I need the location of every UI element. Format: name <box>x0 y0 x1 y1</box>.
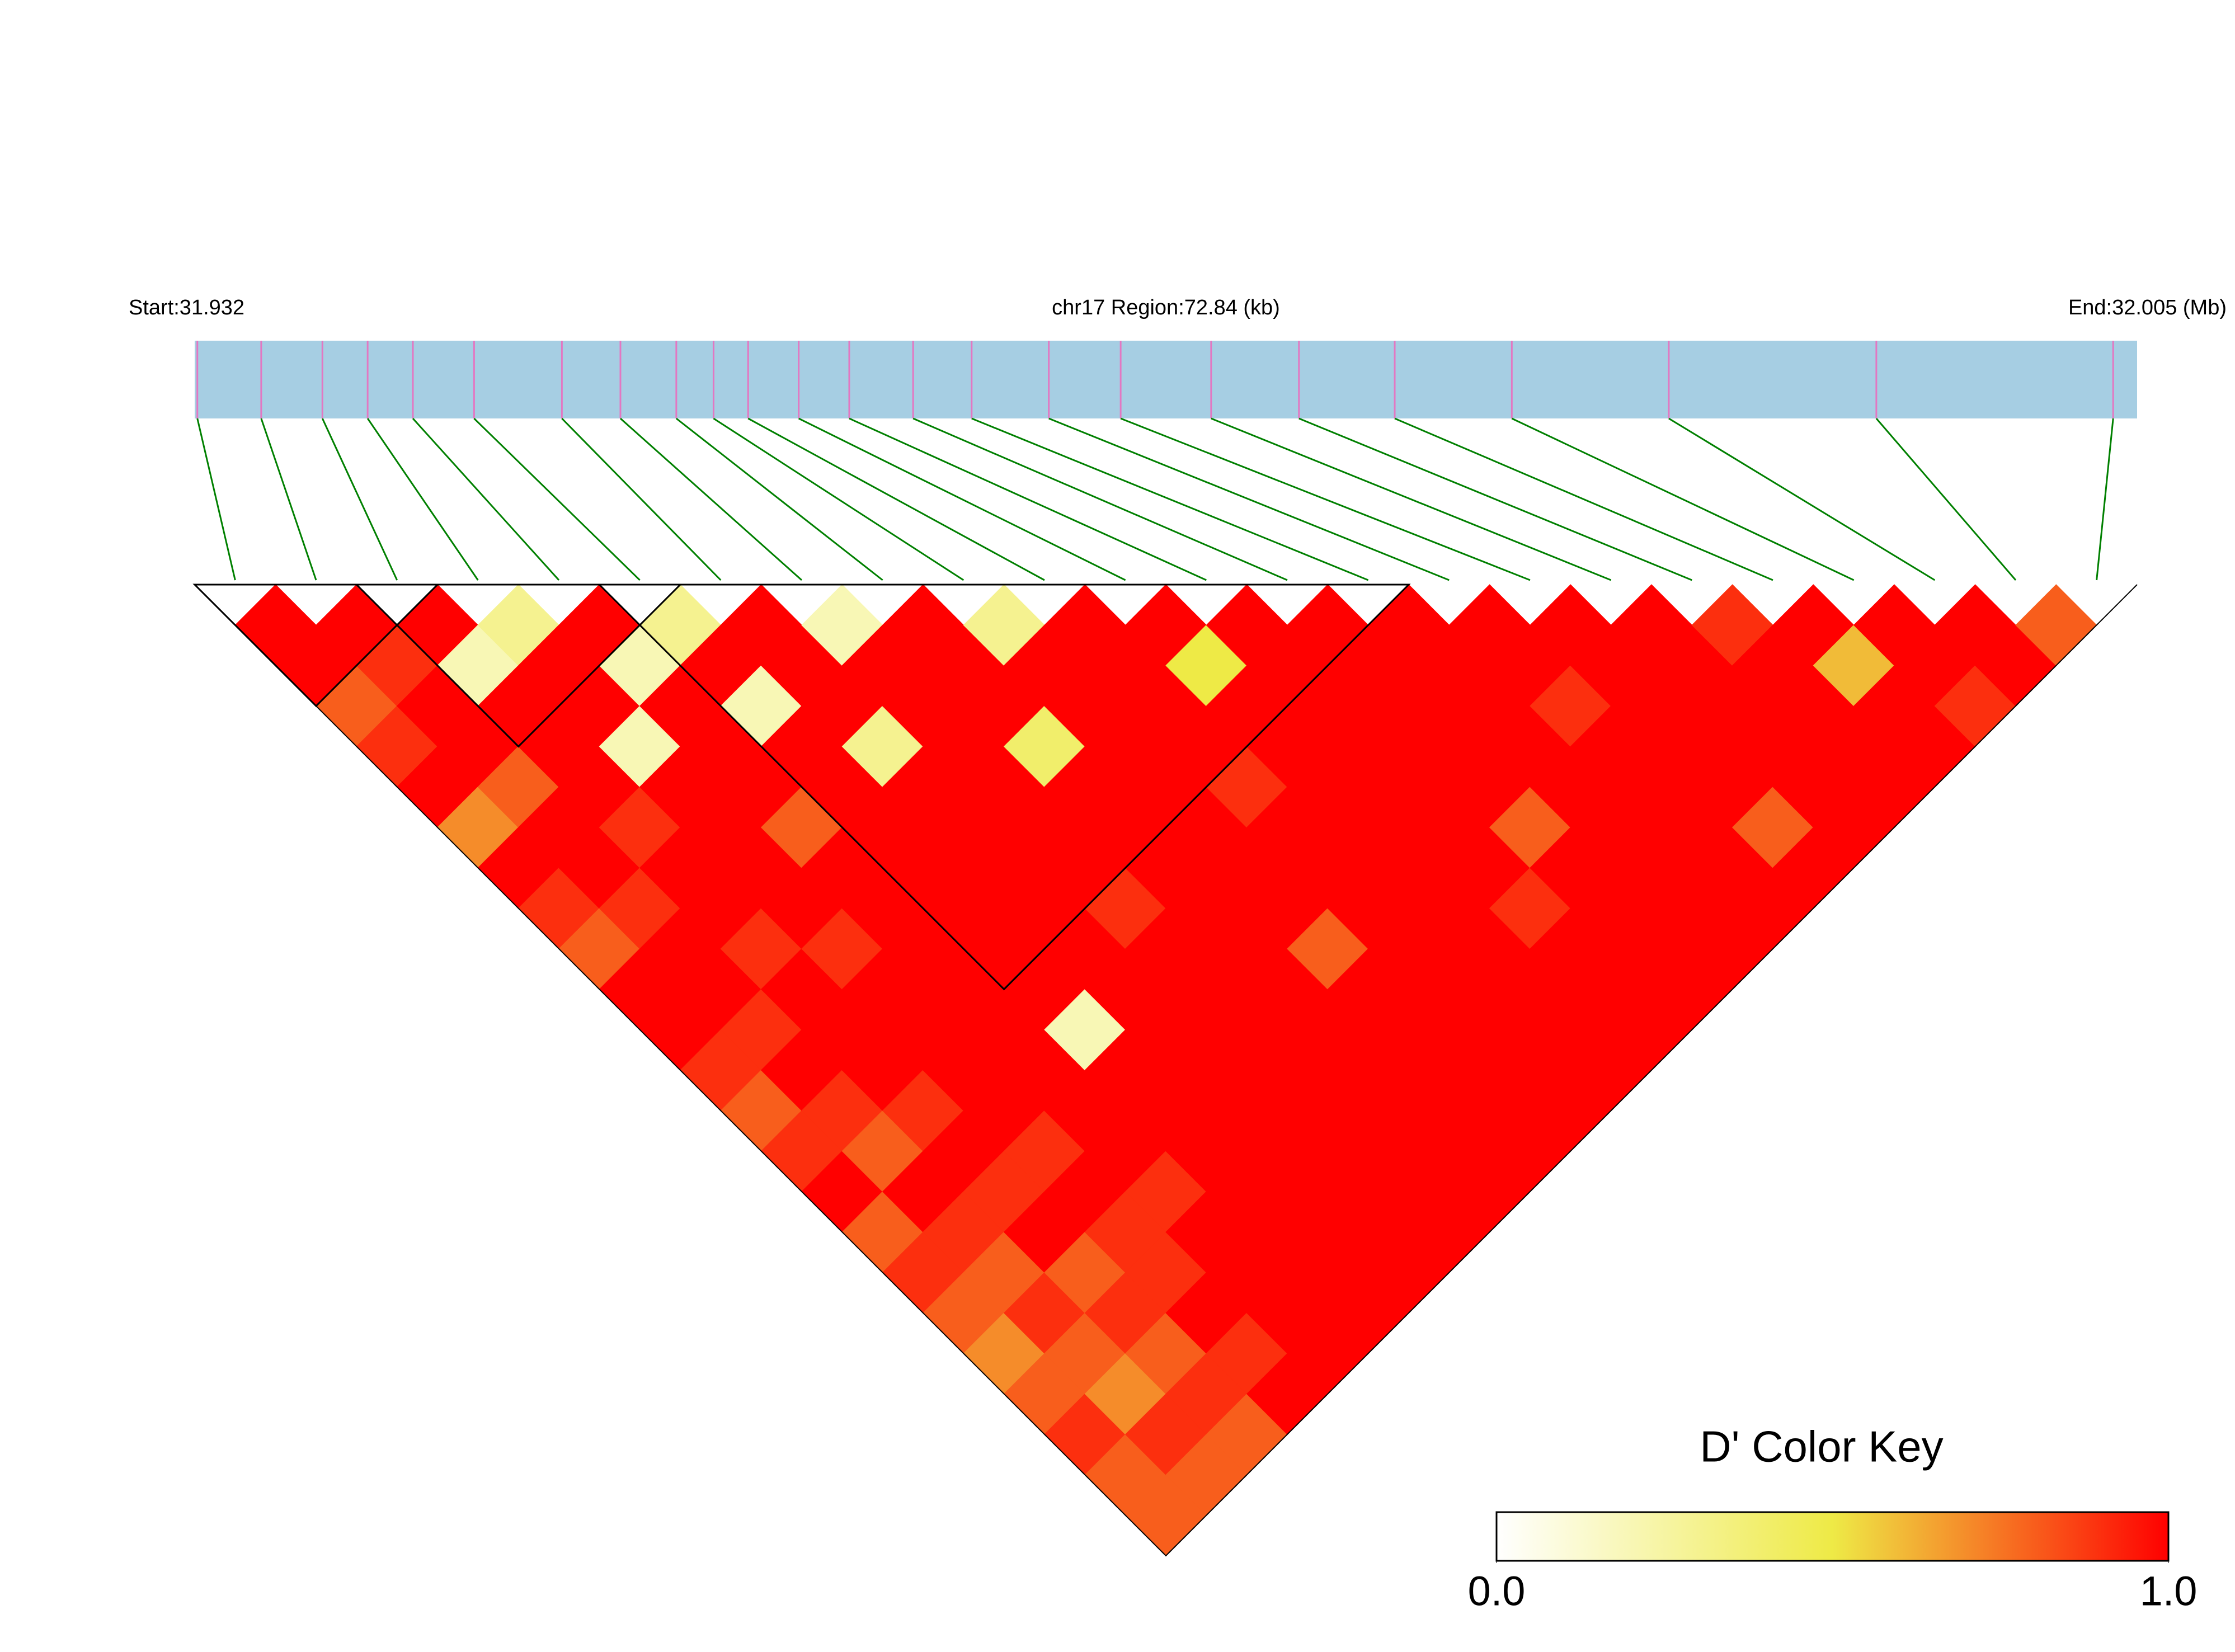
snp-link <box>561 417 722 581</box>
snp-link <box>1511 417 1855 581</box>
snp-link <box>1875 418 2017 581</box>
snp-link <box>1394 417 1773 581</box>
snp-link <box>798 417 1126 581</box>
key-tick-label: 0.0 <box>1468 1568 1526 1615</box>
snp-link <box>619 417 802 581</box>
legend-title: D' Color Key <box>1700 1422 1943 1471</box>
color-key <box>1495 1511 2170 1562</box>
snp-link <box>1048 417 1450 581</box>
track <box>195 341 2137 418</box>
snp-link <box>912 417 1288 581</box>
snp-link <box>1298 417 1692 581</box>
triangle-edge <box>194 584 2138 1557</box>
snp-link <box>675 417 883 581</box>
snp-link <box>747 417 1045 581</box>
snp-link <box>713 417 964 581</box>
ld-block <box>597 583 1411 991</box>
snp-link <box>412 417 560 581</box>
snp-link <box>1211 417 1612 581</box>
ld-block <box>354 583 683 748</box>
snp-link <box>196 418 236 581</box>
region-label: chr17 Region:72.84 (kb) <box>1052 296 1280 319</box>
snp-link <box>1120 417 1531 581</box>
snp-link <box>321 418 398 581</box>
snp-link <box>260 418 317 581</box>
snp-link <box>1668 417 1936 581</box>
snp-link <box>366 418 479 581</box>
snp-link <box>473 417 641 581</box>
end-label: End:32.005 (Mb) <box>2068 296 2227 319</box>
snp-link <box>971 417 1369 581</box>
key-tick-label: 1.0 <box>2140 1568 2198 1615</box>
snp-link <box>2096 418 2114 581</box>
snp-link <box>849 417 1207 581</box>
start-label: Start:31.932 <box>129 296 244 319</box>
